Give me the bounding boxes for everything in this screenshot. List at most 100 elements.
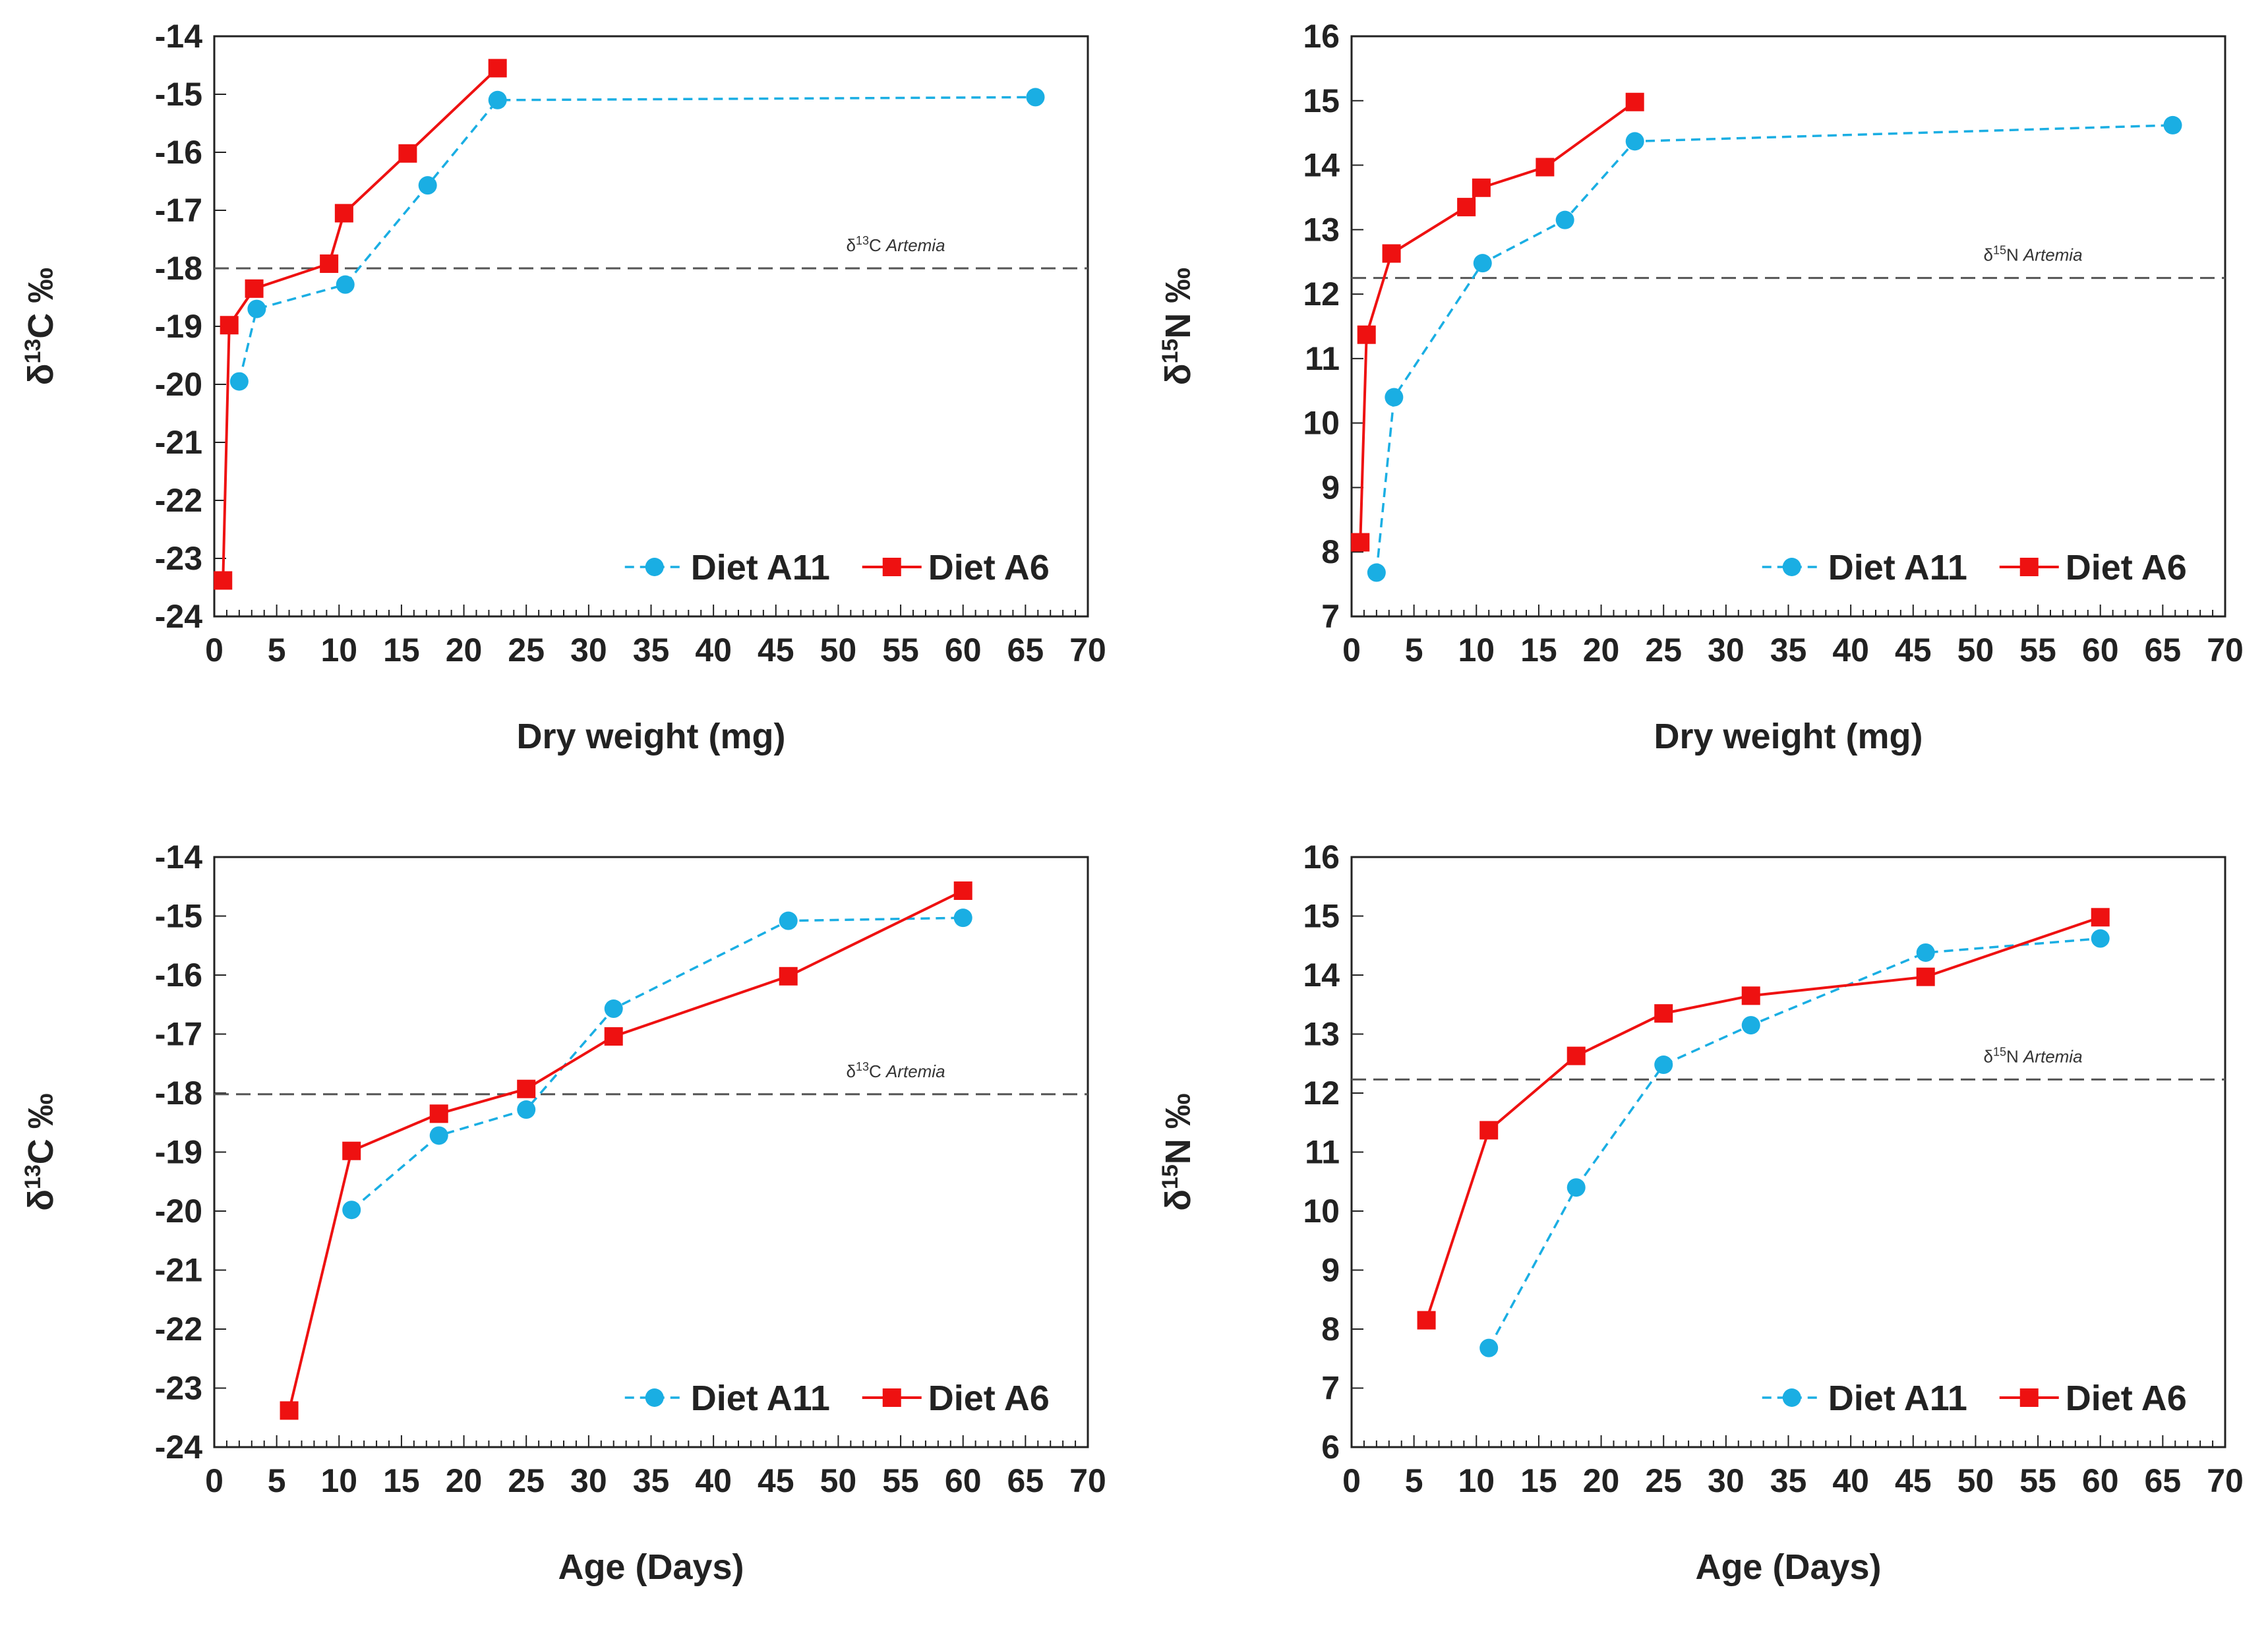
data-point [1367,563,1386,582]
series-diet-a6 [1351,92,1644,552]
x-tick-label: 30 [1708,1462,1745,1499]
y-tick-label: 7 [1321,598,1340,635]
artemia-reference-label: δ13C Artemia [846,1060,945,1081]
data-point [1382,244,1401,263]
x-tick-label: 60 [2082,1462,2119,1499]
legend-item: Diet A6 [862,548,1050,587]
x-tick-label: 65 [1007,632,1044,669]
y-tick-label: -24 [155,598,202,635]
data-point [1625,132,1644,151]
x-minor-ticks [214,605,1089,616]
data-point [488,59,507,78]
data-point [1916,943,1935,962]
x-tick-label: 25 [1645,632,1682,669]
series-diet-a11 [229,88,1045,391]
y-tick-label: -15 [155,76,202,113]
x-tick-label: 0 [1342,632,1361,669]
x-tick-label: 30 [570,632,607,669]
data-point [953,881,972,901]
series-line [287,889,964,1411]
legend-marker [2019,1388,2039,1407]
y-tick-label: 8 [1321,533,1340,570]
x-tick-label: 5 [268,632,286,669]
y-tick-label: 11 [1305,340,1340,377]
y-tick-label: -17 [155,1016,202,1053]
x-tick-label: 55 [882,1462,919,1499]
x-tick-label: 0 [205,1462,224,1499]
y-tick-label: -17 [155,192,202,229]
x-tick-label: 60 [945,1462,982,1499]
data-point [604,1027,623,1046]
x-tick-label: 25 [508,632,545,669]
x-tick-label: 45 [1895,1462,1932,1499]
x-tick-label: 55 [2019,632,2056,669]
y-tick-label: -14 [155,18,202,55]
data-point [1555,210,1574,229]
data-point [1536,158,1555,177]
legend-item: Diet A11 [624,1379,830,1418]
series-diet-a6 [1417,908,2110,1330]
x-tick-label: 60 [945,632,982,669]
y-tick-label: 14 [1303,957,1340,994]
x-tick-label: 25 [1645,1462,1682,1499]
x-tick-label: 65 [2145,632,2182,669]
y-tick-label: 16 [1303,18,1340,55]
y-tick-label: 8 [1321,1311,1340,1348]
y-tick-label: -20 [155,366,202,403]
legend-marker [645,558,664,576]
x-tick-label: 25 [508,1462,545,1499]
data-point [342,1141,361,1160]
artemia-reference-label: δ15N Artemia [1983,1045,2082,1066]
legend-label: Diet A6 [2066,548,2187,587]
y-tick-label: -24 [155,1429,202,1466]
x-tick-label: 65 [1007,1462,1044,1499]
y-tick-label: -19 [155,1134,202,1171]
x-tick-label: 20 [446,1462,483,1499]
artemia-reference-label: δ15N Artemia [1983,244,2082,265]
x-tick-label: 15 [383,1462,420,1499]
legend-label: Diet A11 [1828,1379,1967,1418]
y-tick-label: -18 [155,250,202,287]
legend-label: Diet A11 [691,1379,830,1418]
y-tick-label: -19 [155,308,202,345]
legend-item: Diet A11 [1762,1379,1967,1418]
y-tick-label: 15 [1303,898,1340,935]
x-tick-label: 35 [633,632,670,669]
series-line [1375,124,2173,573]
y-tick-label: 11 [1305,1134,1340,1171]
legend-marker [882,1388,901,1407]
y-tick-label: 14 [1303,147,1340,184]
y-axis-title: δ13C ‰ [20,1093,61,1211]
x-tick-label: 10 [1458,632,1495,669]
data-point [2163,115,2182,134]
data-point [220,316,239,335]
legend-marker [1782,558,1801,576]
x-tick-label: 5 [1405,1462,1423,1499]
data-point [320,254,339,273]
data-point [1417,1311,1436,1330]
series-diet-a11 [1479,929,2110,1357]
legend: Diet A11 Diet A6 [624,548,1050,587]
x-tick-label: 5 [268,1462,286,1499]
legend-label: Diet A11 [691,548,830,587]
chart-panel-4: 0 5 10 15 20 25 30 35 40 45 50 55 60 65 70 6 7 8 9 10 11 12 13… [1158,839,2244,1587]
data-point [1385,388,1404,407]
y-tick-label: 10 [1303,1193,1340,1230]
x-tick-label: 15 [1520,1462,1557,1499]
x-tick-label: 60 [2082,632,2119,669]
x-tick-label: 45 [1895,632,1932,669]
legend-label: Diet A6 [2066,1379,2187,1418]
x-tick-label: 50 [1957,1462,1994,1499]
x-tick-label: 55 [882,632,919,669]
data-point [342,1201,361,1220]
series-line [1487,937,2101,1349]
data-point [2091,929,2110,948]
x-tick-label: 40 [695,632,732,669]
x-tick-label: 20 [446,632,483,669]
y-tick-label: -21 [155,1252,202,1289]
x-axis-title: Age (Days) [558,1547,744,1587]
data-point [1479,1121,1499,1140]
data-point [1457,198,1476,217]
x-minor-ticks [214,1435,1089,1447]
x-tick-label: 40 [1832,1462,1869,1499]
